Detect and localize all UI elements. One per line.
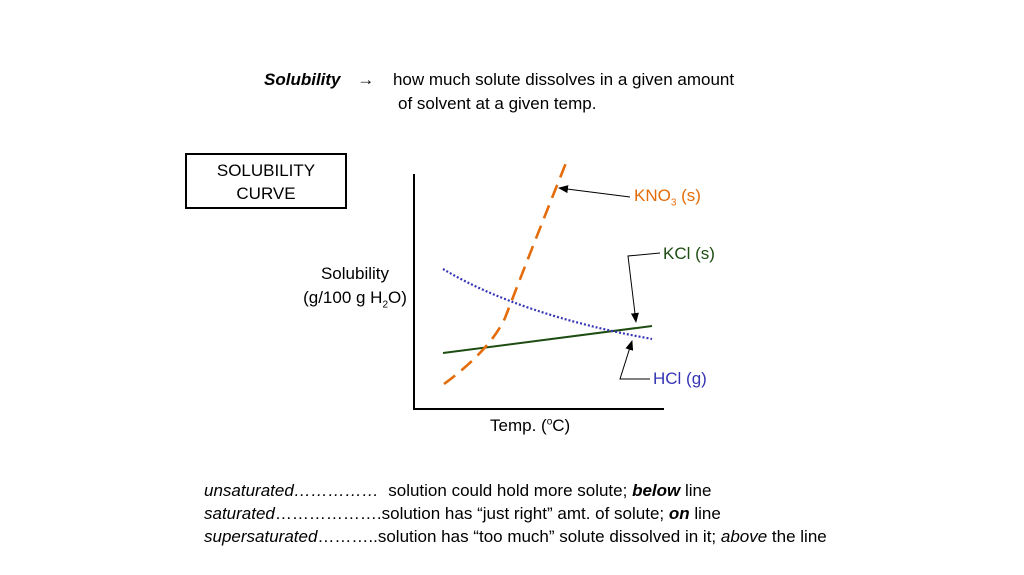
definition-saturated: saturated……………….solution has “just right…	[204, 504, 721, 523]
title-box-line1: SOLUBILITY	[216, 161, 316, 180]
saturation-definitions: unsaturated…………… solution could hold mor…	[204, 479, 827, 548]
hcl-curve	[442, 268, 653, 341]
definition-text-line2: of solvent at a given temp.	[398, 94, 597, 113]
hcl-pointer-arrow	[619, 340, 650, 380]
kno3-pointer-arrow	[558, 185, 631, 198]
definition-text-line1: how much solute dissolves in a given amo…	[392, 70, 735, 89]
kcl-label: KCl (s)	[663, 244, 715, 263]
kcl-curve	[442, 325, 653, 354]
y-axis-label-line1: Solubility	[320, 264, 390, 283]
solubility-definition-line1: Solubility → how much solute dissolves i…	[264, 70, 734, 90]
kno3-label: KNO3 (s)	[634, 186, 701, 209]
solubility-curve-title-box: SOLUBILITY CURVE	[185, 153, 347, 209]
y-axis-label-line2: (g/100 g H2O)	[303, 288, 407, 311]
right-arrow-icon: →	[357, 70, 375, 89]
solubility-term: Solubility	[264, 70, 341, 89]
hcl-label: HCl (g)	[653, 369, 707, 388]
y-axis-label: Solubility (g/100 g H2O)	[290, 262, 420, 317]
x-axis-label: Temp. (oC)	[490, 416, 571, 435]
title-box-line2: CURVE	[236, 184, 296, 203]
kcl-pointer-arrow	[627, 252, 661, 323]
definition-supersaturated: supersaturated………..solution has “too muc…	[204, 527, 827, 546]
definition-unsaturated: unsaturated…………… solution could hold mor…	[204, 481, 712, 500]
